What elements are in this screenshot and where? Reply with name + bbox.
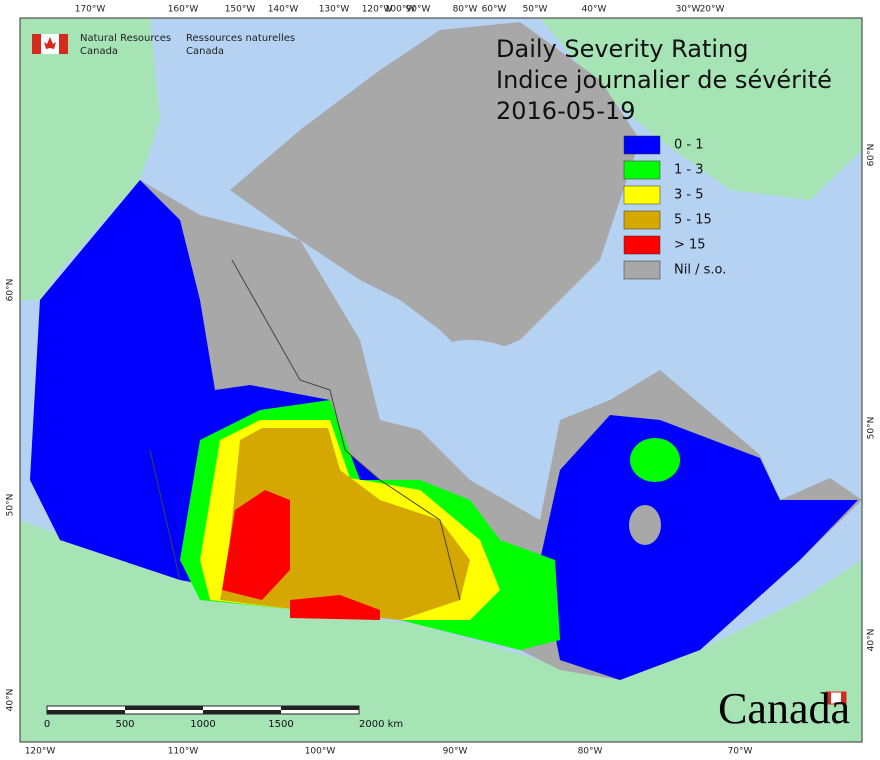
graticule-label: 50°W [523, 5, 548, 15]
graticule-label: 40°N [6, 689, 16, 712]
legend-swatch [623, 260, 661, 280]
graticule-label: 60°W [482, 5, 507, 15]
graticule-label: 80°W [453, 5, 478, 15]
scale-label: 0 [44, 719, 50, 730]
scale-label: 500 [115, 719, 134, 730]
boundary [149, 449, 181, 581]
agency-fr: Canada [186, 46, 224, 57]
legend-swatch [623, 185, 661, 205]
legend-label: 3 - 5 [674, 188, 704, 203]
graticule-label: 90°W [443, 747, 468, 757]
agency-en: Natural Resources [80, 33, 171, 44]
graticule-label: 130°W [319, 5, 350, 15]
scale-label: 1500 [268, 719, 293, 730]
graticule-label: 90°W [406, 5, 431, 15]
graticule-label: 120°W [25, 747, 56, 757]
graticule-label: 30°W [676, 5, 701, 15]
map-body [20, 18, 862, 742]
graticule-label: 70°W [728, 747, 753, 757]
graticule-label: 120°W [362, 5, 393, 15]
legend-swatch [623, 160, 661, 180]
graticule-label: 40°W [582, 5, 607, 15]
map-title: Indice journalier de sévérité [496, 66, 832, 94]
scale-segment [125, 706, 203, 710]
scale-label: 1000 [190, 719, 215, 730]
graticule-label: 150°W [225, 5, 256, 15]
map-title: Daily Severity Rating [496, 35, 748, 63]
wordmark-flag-band [841, 692, 846, 704]
region-moderate [630, 438, 680, 482]
legend-label: > 15 [674, 238, 706, 253]
graticule-label: 100°W [385, 5, 416, 15]
graticule-label: 60°N [867, 144, 877, 167]
legend-label: Nil / s.o. [674, 263, 726, 278]
greenland [540, 18, 862, 200]
graticule-label: 100°W [305, 747, 336, 757]
boundary [231, 259, 461, 601]
legend-label: 5 - 15 [674, 213, 712, 228]
region-low [540, 415, 858, 680]
graticule-label: 50°N [6, 494, 16, 517]
arctic-islands [230, 22, 640, 360]
legend-swatch [623, 235, 661, 255]
map-title: 2016-05-19 [496, 97, 635, 125]
scale-segment [203, 710, 281, 714]
agency-fr: Ressources naturelles [186, 33, 295, 44]
reservoir [629, 505, 661, 545]
graticule-label: 80°W [578, 747, 603, 757]
graticule-label: 110°W [168, 747, 199, 757]
frame [19, 17, 863, 743]
graticule-label: 60°N [6, 279, 16, 302]
legend-label: 0 - 1 [674, 138, 704, 153]
wordmark-flag-band [826, 692, 831, 704]
legend-swatch [623, 135, 661, 155]
graticule-label: 160°W [168, 5, 199, 15]
wordmark: Canada [718, 684, 850, 733]
flag-band [32, 34, 41, 54]
graticule-label: 140°W [268, 5, 299, 15]
graticule-label: 50°N [867, 417, 877, 440]
hudson-bay [400, 340, 540, 440]
maple-leaf [44, 37, 56, 49]
scale-label: 2000 km [359, 719, 403, 730]
scale-segment [47, 710, 125, 714]
graticule-label: 40°N [867, 629, 877, 652]
alaska [20, 18, 160, 300]
graticule-label: 170°W [75, 5, 106, 15]
flag-band [59, 34, 68, 54]
region-extreme [222, 490, 290, 600]
agency-signature [32, 34, 68, 54]
graticule-label: 20°W [700, 5, 725, 15]
legend-swatch [623, 210, 661, 230]
region-extreme [290, 595, 380, 620]
scale-segment [281, 706, 359, 710]
agency-en: Canada [80, 46, 118, 57]
united-states [20, 520, 862, 742]
legend-label: 1 - 3 [674, 163, 704, 178]
